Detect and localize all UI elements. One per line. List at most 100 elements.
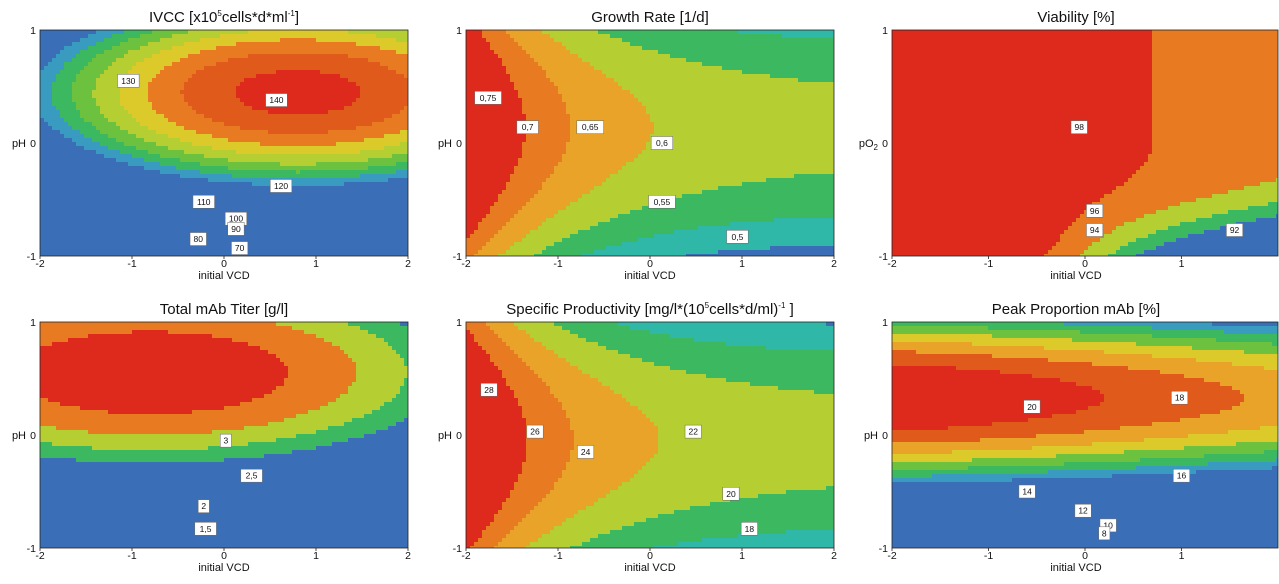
y-tick-label: 1 [456, 25, 462, 37]
chart-total-mab-titer: Total mAb Titer [g/l] -2 -1 0 1 2 -1 0 1 initial … [0, 292, 426, 584]
x-tick-label: -2 [887, 550, 896, 562]
x-tick-label: -1 [553, 258, 562, 270]
contour-label-box [650, 136, 674, 150]
y-tick-label: -1 [453, 543, 462, 555]
x-tick-label: 1 [1179, 258, 1185, 270]
x-tick-label: -1 [553, 550, 562, 562]
x-tick-label: -2 [461, 550, 470, 562]
contour-label-box [1086, 223, 1104, 237]
contour-label-box [189, 232, 207, 246]
contour-label-box [117, 74, 140, 88]
chart-svg: IVCC [x105cells*d*ml-1]-2 -1 0 1 2-101initia… [12, 9, 411, 282]
x-tick-label: 0 [647, 258, 653, 270]
x-tick-label: -2 [35, 550, 44, 562]
contour-label-box [726, 230, 749, 244]
x-tick-label: -1 [984, 550, 993, 562]
contour-label: 0,65 [582, 122, 599, 132]
contour-fill [892, 30, 1278, 256]
contour-label-box [1086, 204, 1104, 218]
contour-label: 18 [745, 524, 755, 534]
contour-label: 0,55 [654, 197, 671, 207]
contour-label: 26 [530, 427, 540, 437]
chart-peak-proportion: Peak Proportion mAb [%] -2 -1 0 1 -1 0 1 initial… [852, 292, 1279, 584]
x-tick-label: 1 [739, 550, 745, 562]
chart-title: Total mAb Titer [g/l] [160, 301, 288, 318]
contour-label-box [227, 222, 245, 236]
contour-label-box [194, 522, 217, 536]
chart-title: Viability [%] [1037, 9, 1114, 26]
contour-label-box [1171, 390, 1189, 405]
contour-label: 110 [197, 197, 211, 207]
y-axis-label: pH [864, 430, 878, 442]
contour-fill [892, 322, 1278, 548]
x-tick-label: 2 [405, 550, 411, 562]
contour-label: 28 [484, 385, 494, 395]
contour-label: 16 [1177, 471, 1187, 481]
chart-svg: Total mAb Titer [g/l]-2 -1 0 1 2-101initial … [12, 301, 411, 574]
contour-label: 96 [1090, 206, 1100, 216]
contour-label: 130 [121, 76, 135, 86]
contour-label: 1,5 [200, 524, 212, 534]
contour-label-box [192, 195, 215, 209]
x-tick-label: 0 [221, 550, 227, 562]
x-tick-label: 0 [221, 258, 227, 270]
contour-label-box [1098, 526, 1111, 541]
contour-label-box [648, 195, 676, 209]
contour-label: 14 [1022, 487, 1032, 497]
x-tick-label: 1 [313, 550, 319, 562]
y-axis-label: pH [12, 138, 26, 150]
contour-label: 3 [223, 436, 228, 446]
chart-svg: Peak Proportion mAb [%]-2 -1 0 1-101initial… [864, 301, 1279, 574]
chart-title: Specific Productivity [mg/l*(105cells*d/… [506, 301, 794, 318]
contour-label-box [219, 433, 232, 448]
y-tick-label: -1 [27, 543, 36, 555]
contour-fill [466, 322, 834, 548]
x-tick-label: 1 [1179, 550, 1185, 562]
chart-title: IVCC [x105cells*d*ml-1] [149, 9, 299, 26]
chart-ivcc: IVCC [x105cells*d*ml-1] -2 -1 0 1 2 -1 0 1 initia… [0, 0, 426, 292]
x-tick-label: -2 [35, 258, 44, 270]
y-tick-label: 0 [882, 430, 888, 442]
contour-label-box [480, 383, 498, 397]
x-tick-label: 1 [313, 258, 319, 270]
contour-label: 92 [1230, 225, 1240, 235]
y-tick-label: 0 [456, 138, 462, 150]
contour-label: 24 [581, 447, 591, 457]
contour-label: 100 [229, 214, 243, 224]
y-tick-label: 0 [882, 138, 888, 150]
chart-viability: Viability [%] -2 -1 0 1 -1 0 1 initial VCD pO2 98 9… [852, 0, 1279, 292]
x-tick-label: 2 [831, 258, 837, 270]
contour-label-box [269, 179, 293, 193]
chart-title: Growth Rate [1/d] [591, 9, 709, 26]
chart-specific-productivity: Specific Productivity [mg/l*(105cells*d/… [426, 292, 852, 584]
contour-label: 0,6 [656, 138, 668, 148]
x-axis-label: initial VCD [624, 270, 675, 282]
contour-label-box [1226, 223, 1244, 237]
contour-label: 22 [689, 427, 699, 437]
contour-label-box [740, 522, 758, 536]
contour-label-box [516, 120, 539, 134]
contour-label-box [684, 424, 702, 439]
x-tick-label: 0 [1082, 258, 1088, 270]
contour-label-box [1173, 468, 1190, 483]
contour-label-box [577, 445, 595, 459]
y-tick-label: 1 [882, 25, 888, 37]
chart-title: Peak Proportion mAb [%] [992, 301, 1160, 318]
x-tick-label: -1 [127, 258, 136, 270]
contour-label-box [526, 424, 544, 439]
contour-fill [466, 30, 834, 256]
contour-label-box [1070, 120, 1088, 134]
y-tick-label: 1 [456, 317, 462, 329]
y-axis-label: pO2 [859, 138, 879, 152]
x-tick-label: 2 [831, 550, 837, 562]
contour-label: 20 [726, 489, 736, 499]
contour-label: 18 [1175, 393, 1185, 403]
y-tick-label: 0 [456, 430, 462, 442]
contour-label-box [197, 499, 210, 513]
chart-svg: Specific Productivity [mg/l*(105cells*d/… [438, 301, 837, 574]
y-tick-label: -1 [879, 251, 888, 263]
x-tick-label: 2 [405, 258, 411, 270]
contour-label: 80 [194, 234, 204, 244]
chart-growth-rate: Growth Rate [1/d] -2 -1 0 1 2 -1 0 1 initial VCD p… [426, 0, 852, 292]
